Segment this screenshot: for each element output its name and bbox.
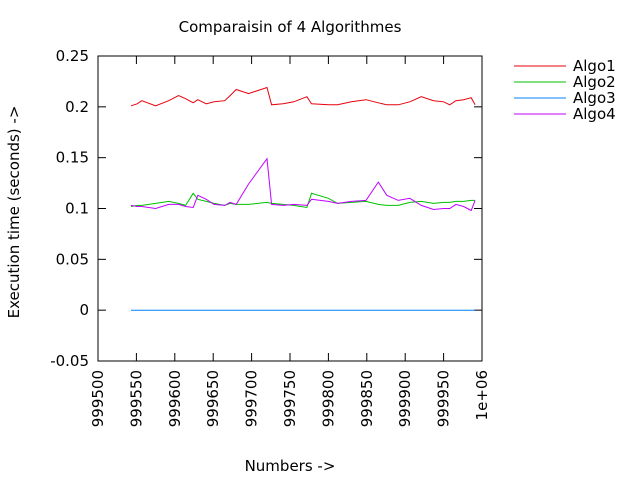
x-tick-label: 999900 (396, 370, 414, 427)
y-tick-label: 0 (79, 301, 89, 319)
x-tick-label: 999550 (127, 370, 145, 427)
series-line-algo1 (130, 86, 476, 107)
legend-label-algo4: Algo4 (573, 105, 616, 123)
y-axis-label: Execution time (seconds) -> (5, 106, 23, 319)
legend-label-algo1: Algo1 (573, 57, 616, 75)
series-line-algo2 (130, 192, 476, 209)
x-tick-label: 999800 (319, 370, 337, 427)
x-tick-label: 999650 (204, 370, 222, 427)
x-tick-label: 999500 (89, 370, 107, 427)
y-tick-label: 0.15 (56, 149, 89, 167)
series-lines (130, 86, 476, 311)
legend-label-algo2: Algo2 (573, 73, 616, 91)
x-tick-label: 999850 (358, 370, 376, 427)
y-tick-label: 0.25 (56, 47, 89, 65)
x-tick-label: 999950 (435, 370, 453, 427)
legend-label-algo3: Algo3 (573, 89, 616, 107)
x-tick-label: 999600 (166, 370, 184, 427)
x-tick-label: 1e+06 (473, 370, 491, 420)
x-tick-label: 999700 (243, 370, 261, 427)
y-tick-label: -0.05 (50, 352, 89, 370)
series-line-algo4 (130, 157, 476, 212)
y-tick-label: 0.2 (65, 98, 89, 116)
y-tick-label: 0.05 (56, 250, 89, 268)
x-tick-label: 999750 (281, 370, 299, 427)
y-tick-label: 0.1 (65, 200, 89, 218)
axis-ticks: -0.05 0 0.05 0.1 0.15 0.2 0.25 999500 999550 9996… (50, 47, 491, 427)
x-axis-label: Numbers -> (245, 457, 336, 475)
chart-title: Comparaisin of 4 Algorithmes (179, 18, 402, 36)
